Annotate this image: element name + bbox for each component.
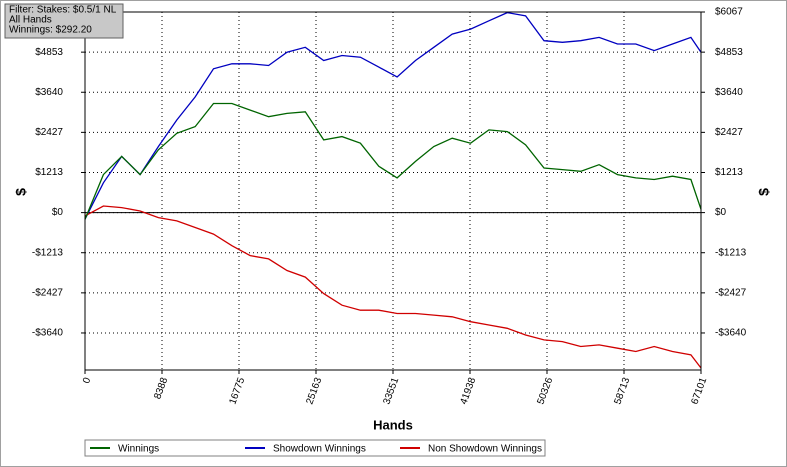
x-tick-label: 0 [81, 376, 93, 385]
info-line: All Hands [9, 15, 52, 26]
y-tick-label: $2427 [35, 127, 63, 138]
legend-box [84, 439, 546, 457]
series-line [84, 11, 702, 220]
y-tick-label: $3640 [35, 87, 63, 98]
y-tick-label: $4853 [35, 47, 63, 58]
y-tick-label: -$1213 [32, 247, 64, 258]
info-line: Winnings: $292.20 [9, 25, 92, 36]
y-tick-label: $0 [52, 207, 64, 218]
legend-label: Non Showdown Winnings [428, 444, 542, 455]
legend-label: Winnings [118, 444, 159, 455]
y2-tick-label: $0 [715, 207, 727, 218]
y2-tick-label: -$2427 [715, 287, 747, 298]
series-line [84, 205, 702, 369]
info-box [4, 3, 124, 39]
y-tick-label: -$3640 [32, 328, 64, 339]
y2-axis-label: $ [756, 188, 772, 196]
y-axis-label: $ [13, 188, 29, 196]
y2-tick-label: $2427 [715, 127, 743, 138]
y-tick-label: $1213 [35, 167, 63, 178]
y2-tick-label: $1213 [715, 167, 743, 178]
legend-label: Showdown Winnings [273, 444, 366, 455]
x-axis-label: Hands [373, 417, 413, 432]
y-tick-label: -$2427 [32, 287, 64, 298]
plot-area [84, 11, 702, 370]
y2-tick-label: $4853 [715, 47, 743, 58]
y2-tick-label: -$1213 [715, 247, 747, 258]
y2-tick-label: -$3640 [715, 328, 747, 339]
y2-tick-label: $6067 [715, 7, 743, 18]
series-line [84, 102, 702, 220]
info-line: Filter: Stakes: $0.5/1 NL [9, 5, 117, 16]
y2-tick-label: $3640 [715, 87, 743, 98]
